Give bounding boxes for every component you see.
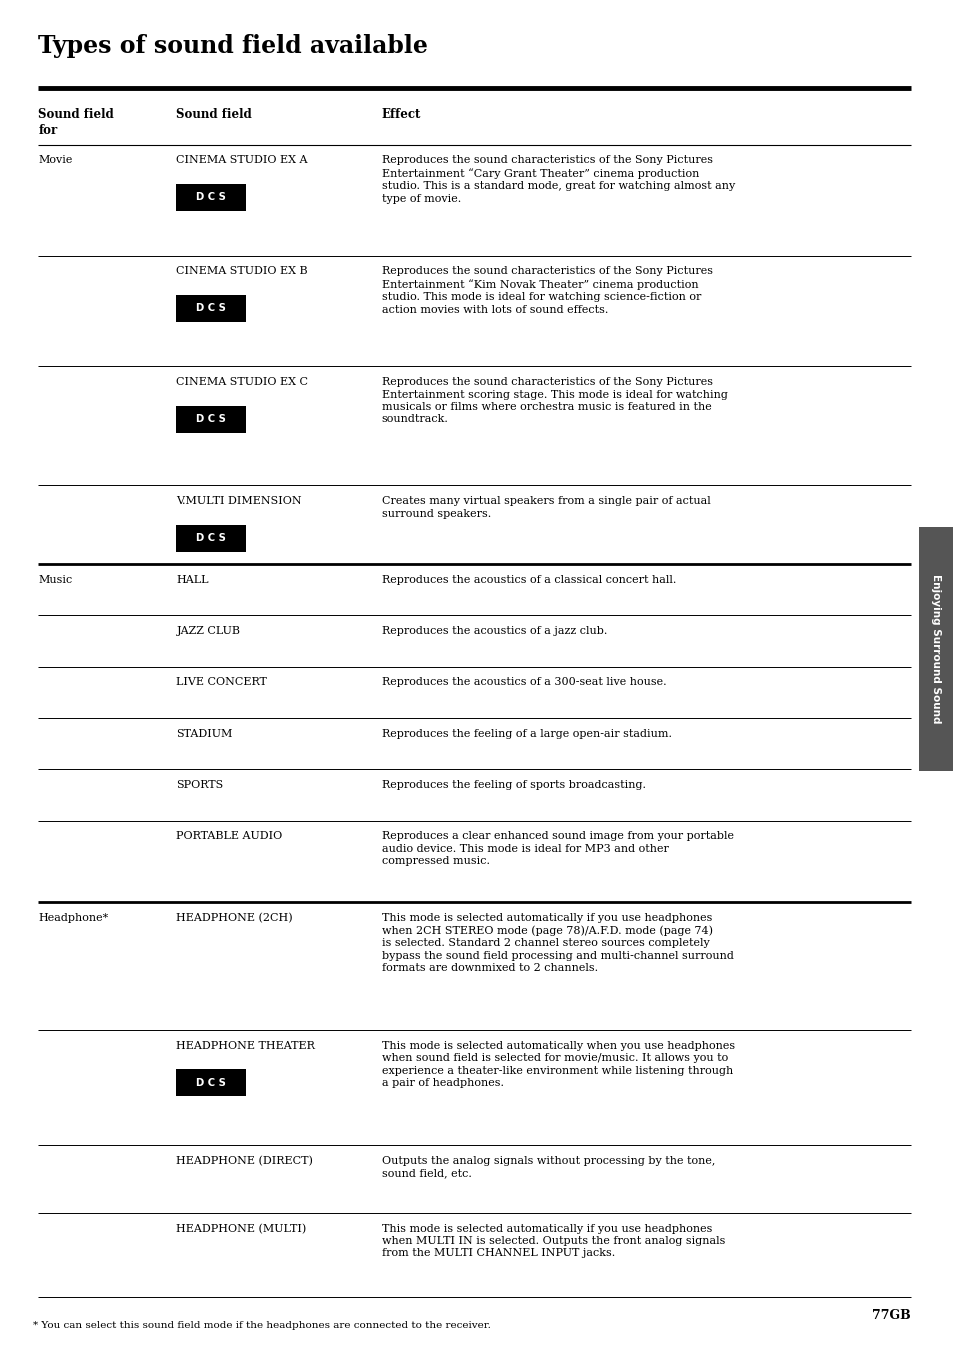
Text: Reproduces the acoustics of a 300-seat live house.: Reproduces the acoustics of a 300-seat l…	[381, 677, 665, 687]
Text: Effect: Effect	[381, 108, 420, 122]
Text: HEADPHONE (DIRECT): HEADPHONE (DIRECT)	[176, 1156, 313, 1167]
Bar	[176, 1069, 246, 1096]
Bar	[918, 527, 953, 771]
Text: D C S: D C S	[196, 192, 226, 203]
Text: Music: Music	[38, 575, 72, 584]
Text: CINEMA STUDIO EX A: CINEMA STUDIO EX A	[176, 155, 308, 165]
Text: SPORTS: SPORTS	[176, 780, 224, 790]
Text: STADIUM: STADIUM	[176, 729, 233, 738]
Text: D C S: D C S	[196, 1078, 226, 1088]
Text: HEADPHONE (MULTI): HEADPHONE (MULTI)	[176, 1224, 307, 1234]
Text: * You can select this sound field mode if the headphones are connected to the re: * You can select this sound field mode i…	[33, 1321, 491, 1330]
Text: PORTABLE AUDIO: PORTABLE AUDIO	[176, 831, 282, 841]
Text: CINEMA STUDIO EX C: CINEMA STUDIO EX C	[176, 377, 308, 387]
Text: Reproduces the acoustics of a jazz club.: Reproduces the acoustics of a jazz club.	[381, 626, 606, 635]
Text: JAZZ CLUB: JAZZ CLUB	[176, 626, 240, 635]
Text: Outputs the analog signals without processing by the tone,
sound field, etc.: Outputs the analog signals without proce…	[381, 1156, 714, 1179]
Text: Reproduces the feeling of sports broadcasting.: Reproduces the feeling of sports broadca…	[381, 780, 645, 790]
Text: Enjoying Surround Sound: Enjoying Surround Sound	[930, 575, 941, 723]
Bar	[176, 184, 246, 211]
Text: Reproduces the acoustics of a classical concert hall.: Reproduces the acoustics of a classical …	[381, 575, 676, 584]
Text: This mode is selected automatically when you use headphones
when sound field is : This mode is selected automatically when…	[381, 1041, 734, 1088]
Text: This mode is selected automatically if you use headphones
when 2CH STEREO mode (: This mode is selected automatically if y…	[381, 913, 733, 973]
Text: CINEMA STUDIO EX B: CINEMA STUDIO EX B	[176, 266, 308, 276]
Text: HEADPHONE (2CH): HEADPHONE (2CH)	[176, 913, 293, 923]
Text: Sound field: Sound field	[176, 108, 252, 122]
Text: HEADPHONE THEATER: HEADPHONE THEATER	[176, 1041, 315, 1051]
Bar	[176, 295, 246, 322]
Text: Headphone*: Headphone*	[38, 913, 109, 922]
Text: Reproduces the sound characteristics of the Sony Pictures
Entertainment “Kim Nov: Reproduces the sound characteristics of …	[381, 266, 712, 315]
Text: LIVE CONCERT: LIVE CONCERT	[176, 677, 267, 687]
Text: Reproduces the sound characteristics of the Sony Pictures
Entertainment “Cary Gr: Reproduces the sound characteristics of …	[381, 155, 734, 204]
Text: Types of sound field available: Types of sound field available	[38, 34, 428, 58]
Text: D C S: D C S	[196, 414, 226, 425]
Text: 77GB: 77GB	[871, 1309, 910, 1322]
Text: This mode is selected automatically if you use headphones
when MULTI IN is selec: This mode is selected automatically if y…	[381, 1224, 724, 1259]
Text: Creates many virtual speakers from a single pair of actual
surround speakers.: Creates many virtual speakers from a sin…	[381, 496, 710, 519]
Text: Reproduces the feeling of a large open-air stadium.: Reproduces the feeling of a large open-a…	[381, 729, 671, 738]
Text: Movie: Movie	[38, 155, 72, 165]
Text: Sound field
for: Sound field for	[38, 108, 113, 137]
Text: V.MULTI DIMENSION: V.MULTI DIMENSION	[176, 496, 302, 506]
Text: HALL: HALL	[176, 575, 209, 584]
Bar	[176, 525, 246, 552]
Text: Reproduces a clear enhanced sound image from your portable
audio device. This mo: Reproduces a clear enhanced sound image …	[381, 831, 733, 867]
Text: D C S: D C S	[196, 303, 226, 314]
Text: Reproduces the sound characteristics of the Sony Pictures
Entertainment scoring : Reproduces the sound characteristics of …	[381, 377, 727, 425]
Bar	[176, 406, 246, 433]
Text: D C S: D C S	[196, 533, 226, 544]
